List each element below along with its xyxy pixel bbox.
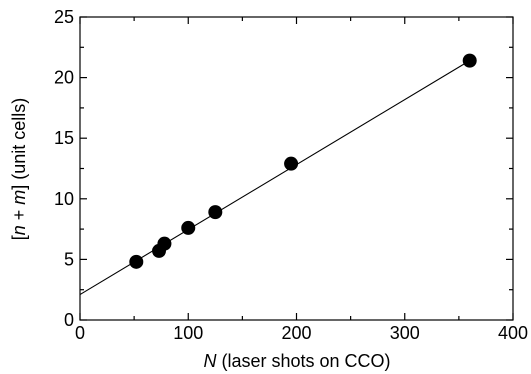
data-point	[284, 156, 299, 171]
y-tick-label: 0	[64, 310, 74, 330]
data-points	[129, 53, 477, 269]
y-tick-label: 5	[64, 249, 74, 269]
x-tick-label: 100	[173, 323, 203, 343]
y-axis-label-rest: ] (unit cells)	[9, 98, 29, 190]
y-axis-label-plus: +	[9, 205, 29, 226]
x-tick-label: 400	[498, 323, 528, 343]
fit-line	[79, 60, 470, 296]
y-axis-label-open: [	[9, 235, 29, 240]
y-axis-label-m: m	[9, 190, 29, 205]
x-axis-label-rest: (laser shots on CCO)	[216, 351, 390, 371]
x-axis-label-italic: N	[203, 351, 217, 371]
y-tick-label: 20	[54, 68, 74, 88]
y-tick-label: 10	[54, 189, 74, 209]
x-tick-label: 300	[390, 323, 420, 343]
fit-line-group	[79, 60, 470, 296]
y-axis-label: [n + m] (unit cells)	[9, 98, 29, 241]
y-tick-label: 25	[54, 7, 74, 27]
y-axis-ticks: 0 5 10 15 20 25	[54, 7, 513, 330]
x-axis-label: N (laser shots on CCO)	[203, 351, 390, 371]
plot-frame	[79, 16, 514, 321]
data-point	[181, 220, 196, 235]
data-point	[462, 53, 477, 68]
x-tick-label: 0	[75, 323, 85, 343]
x-tick-label: 200	[281, 323, 311, 343]
y-tick-label: 15	[54, 128, 74, 148]
data-point	[157, 236, 172, 251]
data-point	[129, 254, 144, 269]
x-axis-ticks: 0 100 200 300 400	[75, 17, 528, 343]
data-point	[208, 205, 223, 220]
y-axis-label-n: n	[9, 225, 29, 235]
plot-border	[79, 16, 514, 321]
